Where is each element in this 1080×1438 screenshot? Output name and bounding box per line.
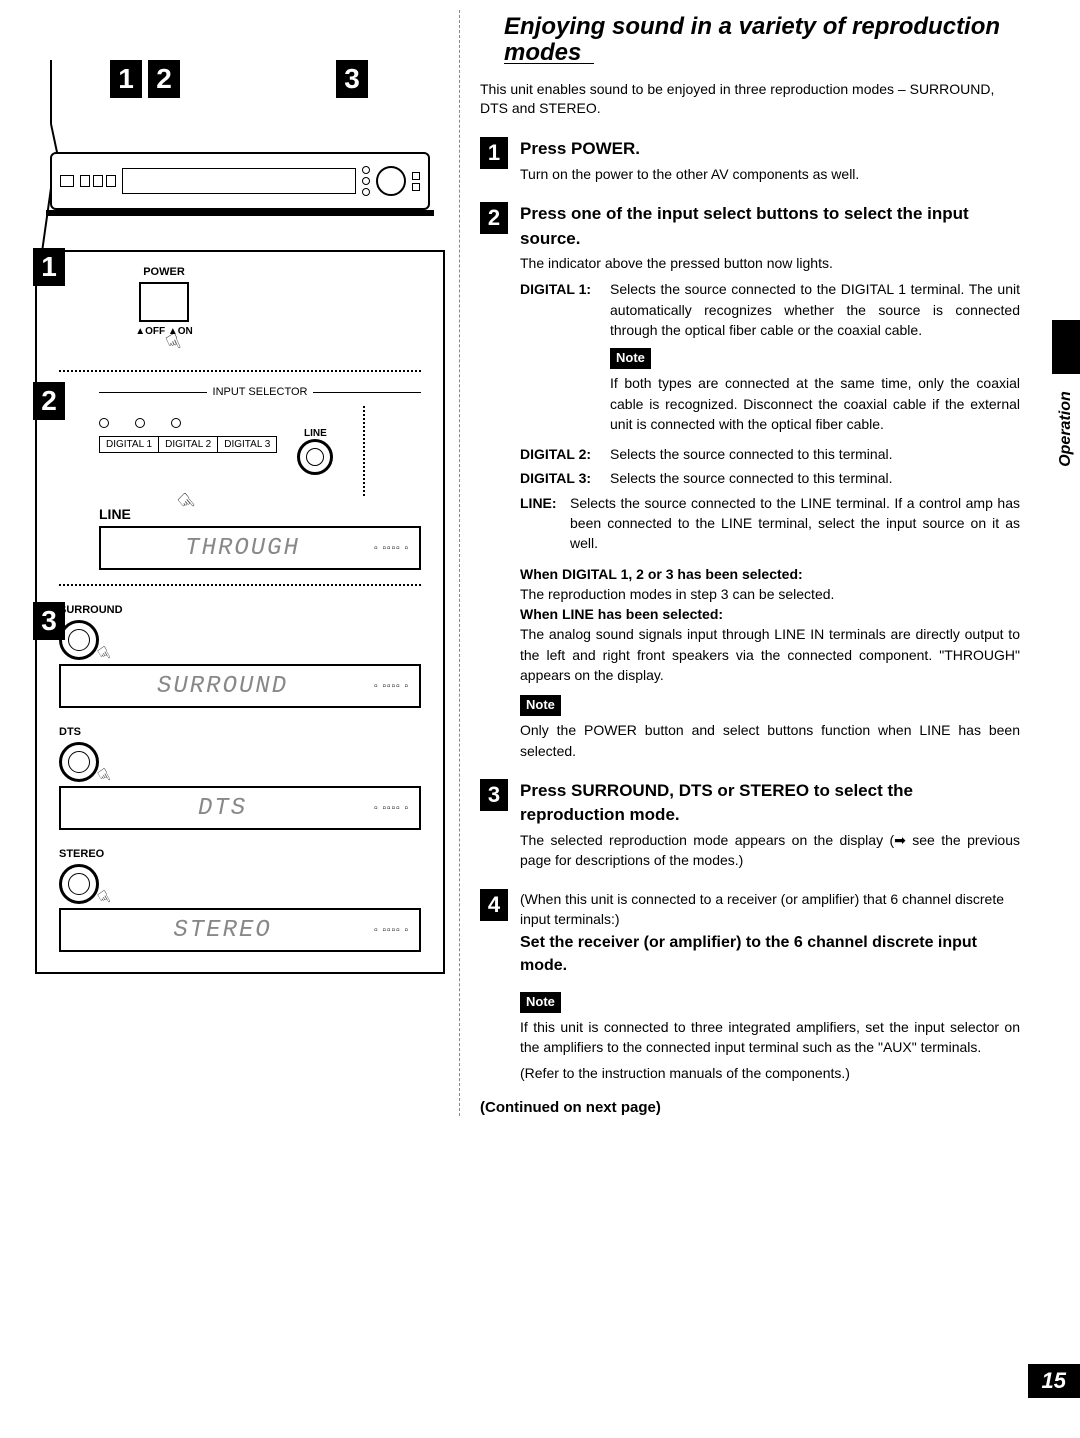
line-knob-icon (297, 439, 333, 475)
stereo-mode-diagram: STEREO ☟ STEREO ▫ ▫▫▫▫ ▫ (59, 848, 421, 952)
hand-cursor-icon: ☟ (95, 643, 115, 667)
step-4: 4 (When this unit is connected to a rece… (480, 889, 1020, 1084)
surround-mode-diagram: SURROUND ☟ SURROUND ▫ ▫▫▫▫ ▫ (59, 604, 421, 708)
note-badge: Note (520, 992, 561, 1013)
hand-cursor-icon: ☟ (95, 887, 115, 911)
power-diagram: POWER ▲OFF ▲ON ☟ (109, 266, 219, 356)
dts-mode-diagram: DTS ☟ DTS ▫ ▫▫▫▫ ▫ (59, 726, 421, 830)
control-panel-diagram: 1 2 3 POWER ▲OFF ▲ON ☟ INPUT SELECTOR (35, 250, 445, 974)
step-2: 2 Press one of the input select buttons … (480, 202, 1020, 767)
panel-callout-1: 1 (33, 248, 65, 286)
speaker-layout-icon: ▫ ▫▫▫▫ ▫ (374, 925, 409, 936)
hero-callout-2: 2 (148, 60, 180, 98)
note-badge: Note (610, 348, 651, 369)
device-illustration (50, 152, 430, 210)
speaker-layout-icon: ▫ ▫▫▫▫ ▫ (374, 543, 409, 554)
device-hero-diagram: 1 2 3 (50, 60, 439, 220)
panel-callout-2: 2 (33, 382, 65, 420)
hand-cursor-icon: ☟ (95, 765, 115, 789)
speaker-layout-icon: ▫ ▫▫▫▫ ▫ (374, 803, 409, 814)
hero-callout-3: 3 (336, 60, 368, 98)
step-1: 1 Press POWER. Turn on the power to the … (480, 137, 1020, 190)
page-title: Enjoying sound in a variety of reproduct… (504, 14, 1020, 64)
input-selector-diagram: INPUT SELECTOR DIGITAL 1 DIGITAL 2 DIGIT… (99, 386, 421, 570)
section-tab: Operation (1052, 320, 1080, 470)
step-3: 3 Press SURROUND, DTS or STEREO to selec… (480, 779, 1020, 877)
note-badge: Note (520, 695, 561, 716)
display-through: THROUGH ▫ ▫▫▫▫ ▫ (99, 526, 421, 570)
line-heading: LINE (99, 506, 421, 522)
intro-text: This unit enables sound to be enjoyed in… (480, 80, 1020, 119)
page-number: 15 (1028, 1364, 1080, 1398)
right-column: Enjoying sound in a variety of reproduct… (460, 10, 1020, 1116)
speaker-layout-icon: ▫ ▫▫▫▫ ▫ (374, 681, 409, 692)
continued-text: (Continued on next page) (480, 1099, 1020, 1116)
left-column: 1 2 3 (20, 10, 460, 1116)
hero-callout-1: 1 (110, 60, 142, 98)
